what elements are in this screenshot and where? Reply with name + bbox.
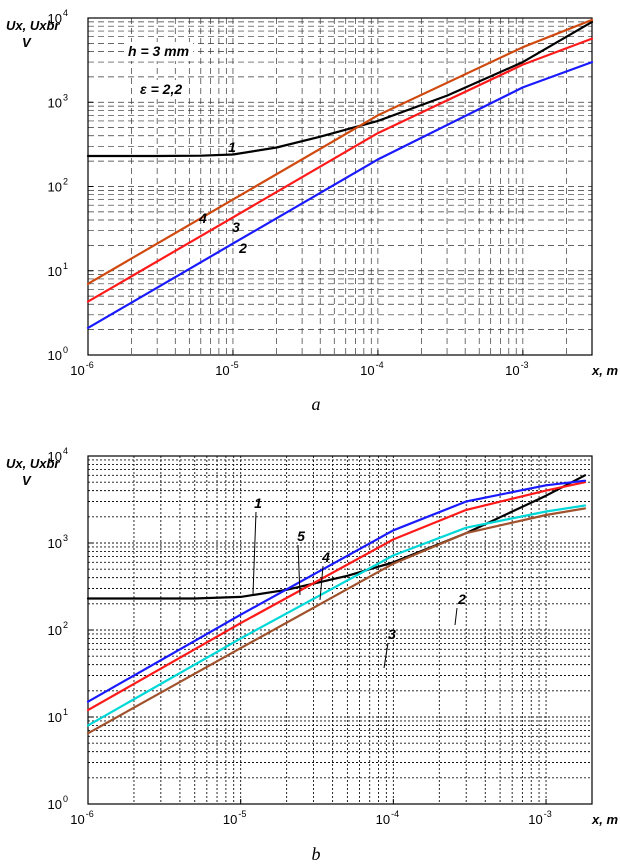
pb-leader-line [383, 642, 389, 669]
pb-series-5-label: 5 [297, 528, 305, 544]
pb-leader-line [319, 565, 324, 601]
pa-annotation-bg [136, 80, 187, 99]
pb-series-2-label: 2 [457, 591, 466, 607]
pb-series-2-line [86, 507, 587, 735]
pb-x-tick-label: 10-5 [223, 809, 246, 827]
pb-leader-line [297, 544, 301, 596]
pa-series-4-line [86, 18, 594, 285]
pa-series-3-line [86, 37, 594, 303]
pa-x-tick-label: 10-6 [70, 360, 93, 378]
pa-y-tick-label: 100 [48, 345, 68, 363]
pb-series-1-label: 1 [254, 495, 262, 511]
pb-y-tick-label: 102 [48, 620, 68, 638]
pa-x-tick-label: 10-3 [505, 360, 528, 378]
pb-series-3-label: 3 [388, 626, 396, 642]
pb-y-axis-label: Ux, Uxbr V [6, 456, 60, 488]
pa-annotation: h = 3 mm [128, 43, 189, 59]
pb-series-1-line [86, 474, 587, 600]
pa-x-tick-label: 10-4 [360, 360, 383, 378]
pa-annotation: ε = 2,2 [140, 81, 182, 97]
pa-y-tick-label: 102 [48, 177, 68, 195]
pb-x-tick-label: 10-4 [376, 809, 399, 827]
pb-y-tick-label: 100 [48, 794, 68, 812]
pb-series-3-line [86, 504, 587, 727]
pa-x-axis-label: x, m [591, 363, 618, 378]
pb-y-tick-label: 101 [48, 707, 68, 725]
pa-series-1-label: 1 [228, 139, 236, 155]
caption-b: b [312, 844, 321, 864]
pb-series-4-line [86, 481, 587, 712]
caption-a: a [312, 394, 321, 414]
pb-x-axis-label: x, m [591, 812, 618, 827]
pb-y-tick-label: 103 [48, 533, 68, 551]
pb-x-tick-label: 10-6 [70, 809, 93, 827]
pa-y-tick-label: 101 [48, 261, 68, 279]
pa-series-1-line [86, 20, 594, 158]
pa-y-tick-label: 103 [48, 92, 68, 110]
pb-leader-line [454, 607, 458, 626]
pb-x-tick-label: 10-3 [528, 809, 551, 827]
pb-leader-line [252, 511, 257, 595]
pa-series-4-label: 4 [198, 210, 207, 226]
pa-annotation-bg [124, 42, 194, 61]
pa-series-3-label: 3 [232, 219, 240, 235]
pa-y-axis-label: Ux, Uxbr V [6, 18, 60, 50]
pb-series-5-line [86, 479, 587, 703]
pa-series-2-label: 2 [238, 240, 247, 256]
pa-x-tick-label: 10-5 [215, 360, 238, 378]
pa-series-2-line [86, 60, 594, 329]
pb-series-4-label: 4 [321, 549, 330, 565]
